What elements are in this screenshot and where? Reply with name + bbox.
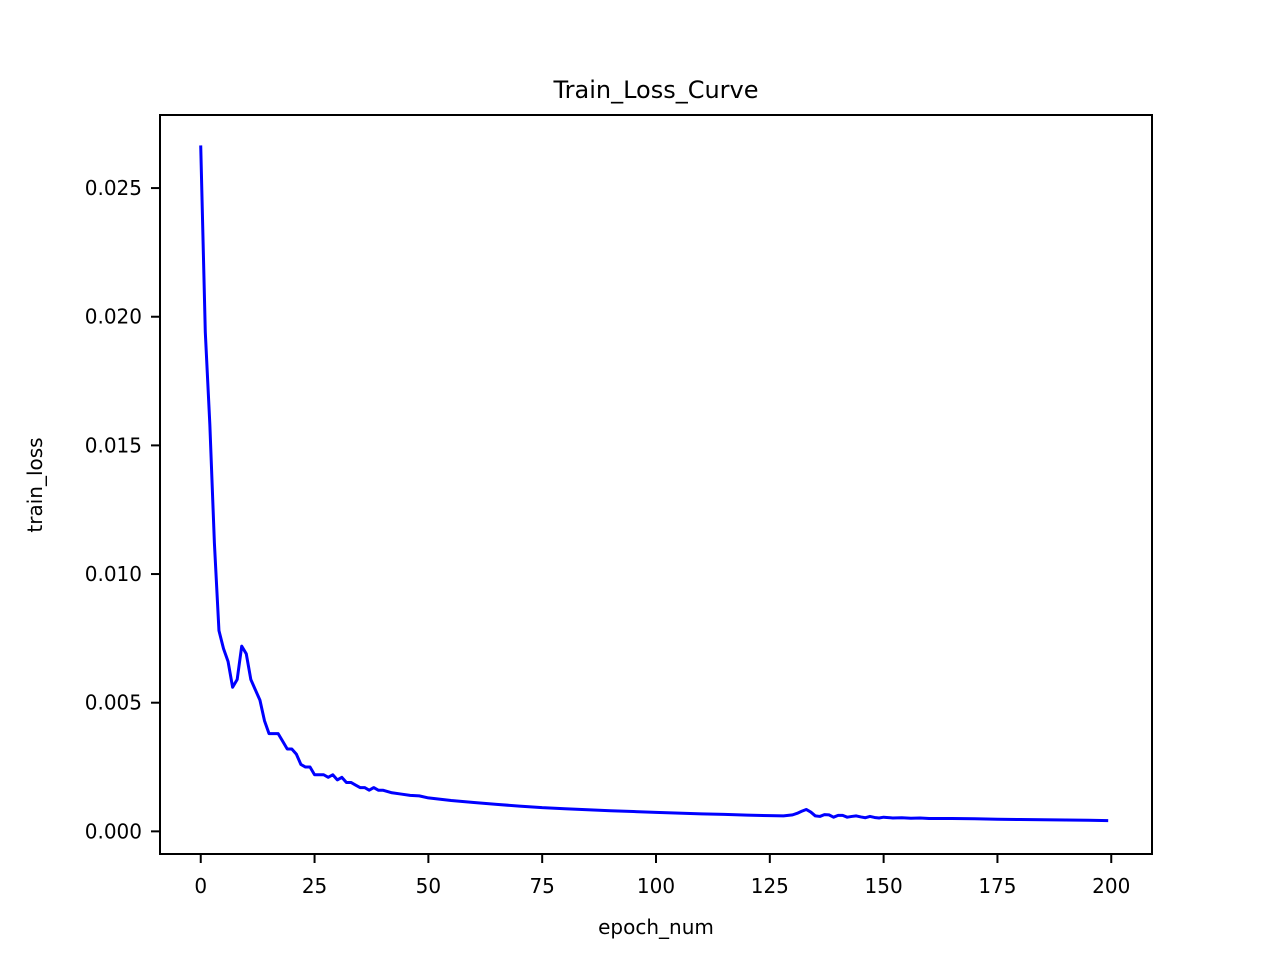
x-tick-label: 200 (1092, 874, 1130, 898)
x-tick-label: 175 (978, 874, 1016, 898)
plot-area-frame (159, 114, 1153, 855)
x-axis-label: epoch_num (598, 915, 714, 939)
x-tick-label: 75 (529, 874, 554, 898)
x-axis-ticks: 0 25 50 75 100 125 150 175 200 (194, 854, 1130, 898)
y-tick-label: 0.010 (85, 562, 142, 586)
y-tick-label: 0.025 (85, 176, 142, 200)
series-line (199, 145, 1109, 823)
x-tick-label: 100 (637, 874, 675, 898)
y-tick-label: 0.020 (85, 305, 142, 329)
chart-title: Train_Loss_Curve (552, 76, 758, 104)
x-tick-label: 150 (865, 874, 903, 898)
y-tick-label: 0.005 (85, 691, 142, 715)
x-tick-label: 25 (302, 874, 327, 898)
y-tick-label: 0.015 (85, 433, 142, 457)
x-tick-label: 125 (751, 874, 789, 898)
y-axis-label: train_loss (23, 437, 47, 532)
y-tick-label: 0.000 (85, 819, 142, 843)
y-axis-ticks: 0.000 0.005 0.010 0.015 0.020 0.025 (85, 176, 160, 843)
x-tick-label: 50 (416, 874, 441, 898)
x-tick-label: 0 (194, 874, 207, 898)
